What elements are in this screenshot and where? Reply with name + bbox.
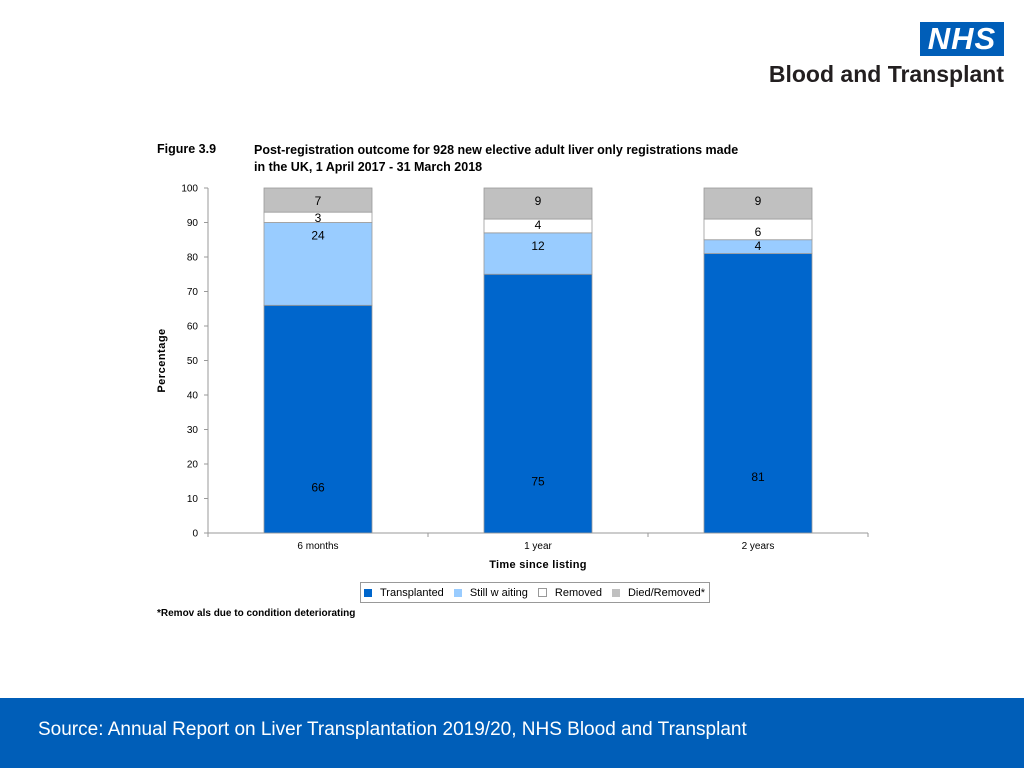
data-label: 12 <box>531 239 545 253</box>
footnote: *Remov als due to condition deterioratin… <box>157 608 356 619</box>
figure-title-line2: in the UK, 1 April 2017 - 31 March 2018 <box>254 160 483 174</box>
nhs-logo-box: NHS <box>920 22 1004 56</box>
legend-swatch-still-waiting <box>453 588 462 597</box>
legend-label-transplanted: Transplanted <box>380 586 444 599</box>
y-tick-label: 30 <box>187 425 199 436</box>
legend-label-died-removed: Died/Removed* <box>627 586 706 599</box>
chart-legend: Transplanted Still w aiting Removed Died… <box>360 582 711 603</box>
y-tick-label: 100 <box>181 184 198 195</box>
legend-swatch-transplanted <box>364 588 372 597</box>
x-tick-label: 2 years <box>742 541 775 552</box>
bar-segment <box>263 304 373 534</box>
bar-segment <box>263 222 373 306</box>
y-tick-label: 20 <box>187 460 199 471</box>
nhsbt-logo: NHS Blood and Transplant <box>764 20 1004 90</box>
bar-segment <box>483 232 593 275</box>
y-tick-label: 40 <box>187 391 199 402</box>
y-tick-label: 0 <box>192 529 198 540</box>
legend-swatch-died-removed <box>611 588 620 597</box>
legend-label-still-waiting: Still w aiting <box>469 586 528 599</box>
y-tick-label: 10 <box>187 494 199 505</box>
data-label: 9 <box>755 194 762 208</box>
legend-item-removed: Removed <box>537 586 602 599</box>
y-tick-label: 80 <box>187 253 199 264</box>
x-tick-label: 1 year <box>524 541 552 552</box>
x-axis-title: Time since listing <box>489 559 587 571</box>
bar-segment <box>703 187 813 220</box>
data-label: 4 <box>535 218 542 232</box>
x-tick-label: 6 months <box>297 541 338 552</box>
bar-segment <box>483 187 593 220</box>
figure-title: Post-registration outcome for 928 new el… <box>254 142 854 176</box>
data-label: 7 <box>315 194 322 208</box>
data-label: 3 <box>315 211 322 225</box>
footer-bar: Source: Annual Report on Liver Transplan… <box>0 698 1024 768</box>
legend-item-died-removed: Died/Removed* <box>611 586 706 599</box>
data-label: 24 <box>311 229 325 243</box>
source-text: Source: Annual Report on Liver Transplan… <box>38 719 747 740</box>
data-label: 81 <box>751 470 765 484</box>
figure-title-line1: Post-registration outcome for 928 new el… <box>254 143 739 157</box>
stacked-bar-chart: 0 10 20 30 40 50 60 70 80 90 100 66 24 3 7 6 months 75 12… <box>156 184 869 571</box>
legend-label-removed: Removed <box>554 586 602 599</box>
data-label: 4 <box>755 239 762 253</box>
bar-segment <box>263 187 373 213</box>
data-label: 9 <box>535 194 542 208</box>
data-label: 6 <box>755 225 762 239</box>
y-tick-label: 50 <box>187 356 199 367</box>
legend-item-still-waiting: Still w aiting <box>453 586 528 599</box>
legend-swatch-removed <box>537 588 547 597</box>
figure-number: Figure 3.9 <box>157 142 217 156</box>
y-tick-label: 90 <box>187 218 199 229</box>
bar-segment <box>483 273 593 534</box>
y-axis-title: Percentage <box>156 328 168 392</box>
bar-segment <box>703 253 813 534</box>
org-name: Blood and Transplant <box>768 61 1004 87</box>
y-tick-label: 70 <box>187 287 199 298</box>
data-label: 66 <box>311 480 325 494</box>
y-tick-label: 60 <box>187 322 199 333</box>
legend-item-transplanted: Transplanted <box>364 587 444 599</box>
data-label: 75 <box>531 474 545 488</box>
